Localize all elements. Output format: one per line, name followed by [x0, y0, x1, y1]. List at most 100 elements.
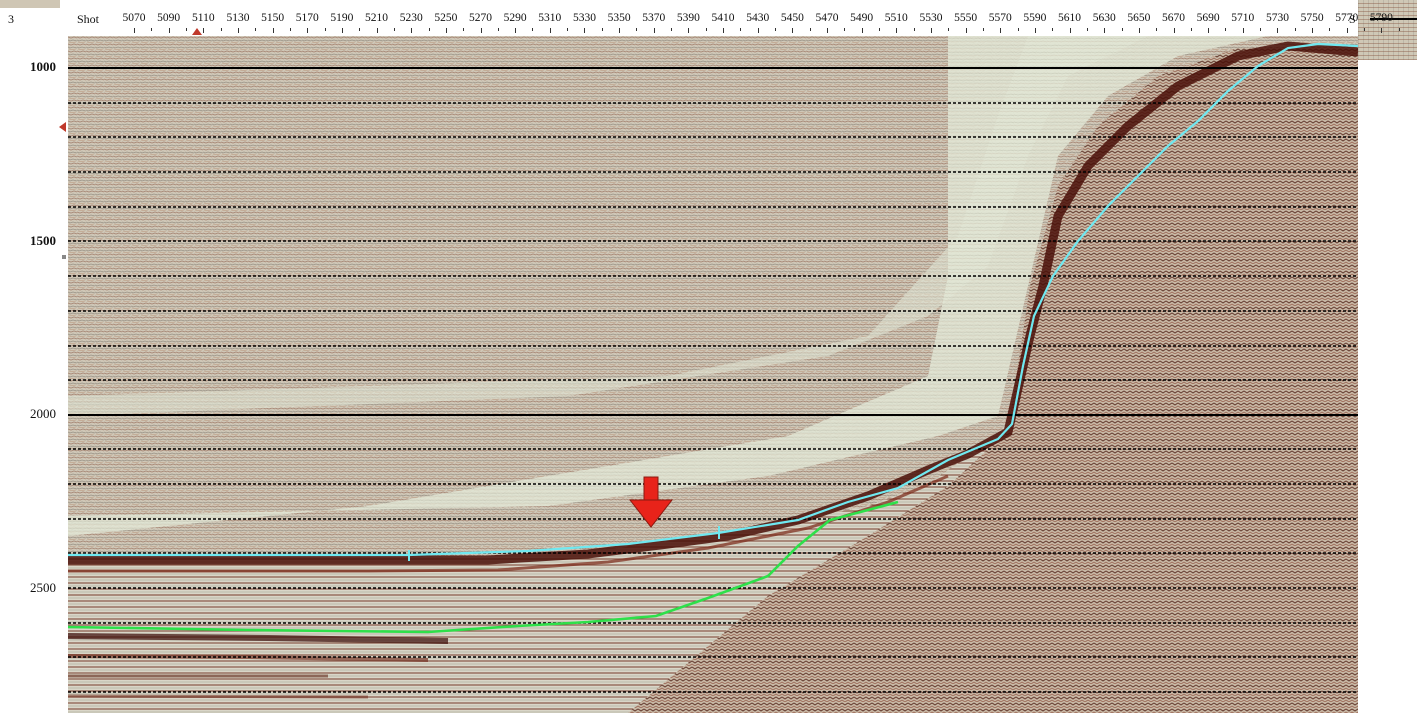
left-axis-panel: [0, 0, 68, 713]
shot-minor-tick: [186, 28, 187, 31]
shot-minor-tick: [498, 28, 499, 31]
shot-tick: [654, 28, 655, 33]
shot-minor-tick: [775, 28, 776, 31]
shot-tick-label: 5610: [1058, 12, 1081, 24]
shot-tick: [1347, 28, 1348, 33]
shot-minor-tick: [671, 28, 672, 31]
shot-tick: [273, 28, 274, 33]
shot-tick-label: 5090: [157, 12, 180, 24]
shot-minor-tick: [463, 28, 464, 31]
shot-tick-label: 5470: [816, 12, 839, 24]
shot-minor-tick: [567, 28, 568, 31]
shot-position-marker[interactable]: [192, 28, 202, 35]
shot-minor-tick: [1191, 28, 1192, 31]
shot-tick: [792, 28, 793, 33]
shot-tick-label: 5690: [1197, 12, 1220, 24]
time-position-marker[interactable]: [59, 122, 66, 132]
shot-minor-tick: [359, 28, 360, 31]
shot-tick-label: 5530: [919, 12, 942, 24]
shot-tick: [758, 28, 759, 33]
shot-minor-tick: [1087, 28, 1088, 31]
shot-tick-label: 5550: [954, 12, 977, 24]
time-label-1000: 1000: [30, 59, 56, 75]
shot-tick-label: 5450: [781, 12, 804, 24]
shot-tick: [342, 28, 343, 33]
shot-tick: [1104, 28, 1105, 33]
shot-tick-label: 5130: [226, 12, 249, 24]
shot-tick-label: 5070: [123, 12, 146, 24]
shot-tick: [1381, 28, 1382, 33]
shot-minor-tick: [394, 28, 395, 31]
shot-minor-tick: [532, 28, 533, 31]
shot-minor-tick: [740, 28, 741, 31]
shot-minor-tick: [1156, 28, 1157, 31]
shot-tick-label: 5110: [192, 12, 215, 24]
shot-tick-label: 5410: [712, 12, 735, 24]
shot-tick: [169, 28, 170, 33]
shot-tick: [1208, 28, 1209, 33]
shot-tick: [723, 28, 724, 33]
shot-minor-tick: [1260, 28, 1261, 31]
shot-minor-tick: [221, 28, 222, 31]
shot-tick-label: 5730: [1266, 12, 1289, 24]
shot-tick-label: 5490: [850, 12, 873, 24]
shot-tick-label: 5350: [608, 12, 631, 24]
shot-tick-label: 5570: [989, 12, 1012, 24]
shot-minor-tick: [810, 28, 811, 31]
shot-tick-label: 5710: [1231, 12, 1254, 24]
shot-tick-label: 5590: [1023, 12, 1046, 24]
shot-axis-label: Shot: [77, 12, 99, 27]
shot-minor-tick: [706, 28, 707, 31]
shot-tick: [203, 28, 204, 33]
shot-tick: [515, 28, 516, 33]
time-label-1500: 1500: [30, 233, 56, 249]
shot-tick-label: 5210: [365, 12, 388, 24]
shot-tick: [1243, 28, 1244, 33]
shot-tick: [411, 28, 412, 33]
shot-tick: [584, 28, 585, 33]
shot-tick-label: 5750: [1301, 12, 1324, 24]
shot-tick: [931, 28, 932, 33]
shot-tick-label: 5630: [1093, 12, 1116, 24]
mini-strip: [0, 0, 60, 8]
shot-minor-tick: [879, 28, 880, 31]
shot-minor-tick: [325, 28, 326, 31]
time-marker-dot: [62, 255, 66, 259]
shot-tick-label: 5310: [538, 12, 561, 24]
shot-minor-tick: [255, 28, 256, 31]
shot-tick: [619, 28, 620, 33]
shot-tick: [688, 28, 689, 33]
shot-tick: [1277, 28, 1278, 33]
shot-tick: [1035, 28, 1036, 33]
shot-tick-label: 5370: [642, 12, 665, 24]
shot-tick-label: 5790: [1370, 12, 1393, 24]
shot-tick: [966, 28, 967, 33]
shot-tick-label: 5390: [677, 12, 700, 24]
shot-minor-tick: [1295, 28, 1296, 31]
shot-tick-label: 5510: [885, 12, 908, 24]
overview-thumbnail[interactable]: [1358, 0, 1417, 60]
shot-minor-tick: [636, 28, 637, 31]
shot-minor-tick: [1052, 28, 1053, 31]
shot-tick: [550, 28, 551, 33]
shot-tick: [862, 28, 863, 33]
time-label-2000: 2000: [30, 406, 56, 422]
shot-minor-tick: [1364, 28, 1365, 31]
shot-tick: [238, 28, 239, 33]
shot-tick-label: 5170: [296, 12, 319, 24]
seismic-section[interactable]: [68, 36, 1358, 713]
shot-tick: [896, 28, 897, 33]
shot-minor-tick: [1329, 28, 1330, 31]
shot-minor-tick: [1018, 28, 1019, 31]
shot-tick: [1174, 28, 1175, 33]
shot-tick-label: 5150: [261, 12, 284, 24]
shot-minor-tick: [844, 28, 845, 31]
shot-tick-label: 5230: [400, 12, 423, 24]
shot-tick-label: 5770: [1335, 12, 1358, 24]
time-label-2500: 2500: [30, 580, 56, 596]
shot-tick-label: 5670: [1162, 12, 1185, 24]
shot-tick: [1139, 28, 1140, 33]
shot-tick: [377, 28, 378, 33]
shot-minor-tick: [948, 28, 949, 31]
shot-tick-label: 5430: [746, 12, 769, 24]
